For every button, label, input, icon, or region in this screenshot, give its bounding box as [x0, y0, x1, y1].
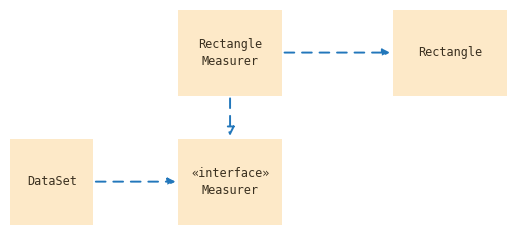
Text: Rectangle
Measurer: Rectangle Measurer [198, 38, 262, 68]
Text: Rectangle: Rectangle [418, 46, 482, 59]
FancyBboxPatch shape [393, 10, 507, 96]
FancyBboxPatch shape [178, 10, 282, 96]
Text: «interface»
Measurer: «interface» Measurer [191, 167, 269, 197]
Text: DataSet: DataSet [27, 175, 77, 188]
FancyBboxPatch shape [10, 139, 93, 225]
FancyBboxPatch shape [178, 139, 282, 225]
